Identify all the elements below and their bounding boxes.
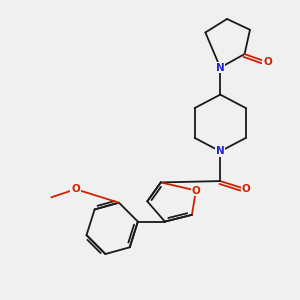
Text: N: N [216, 63, 225, 73]
Text: O: O [71, 184, 80, 194]
Text: N: N [216, 146, 225, 156]
Text: O: O [263, 57, 272, 67]
Text: O: O [192, 185, 200, 196]
Text: O: O [242, 184, 250, 194]
